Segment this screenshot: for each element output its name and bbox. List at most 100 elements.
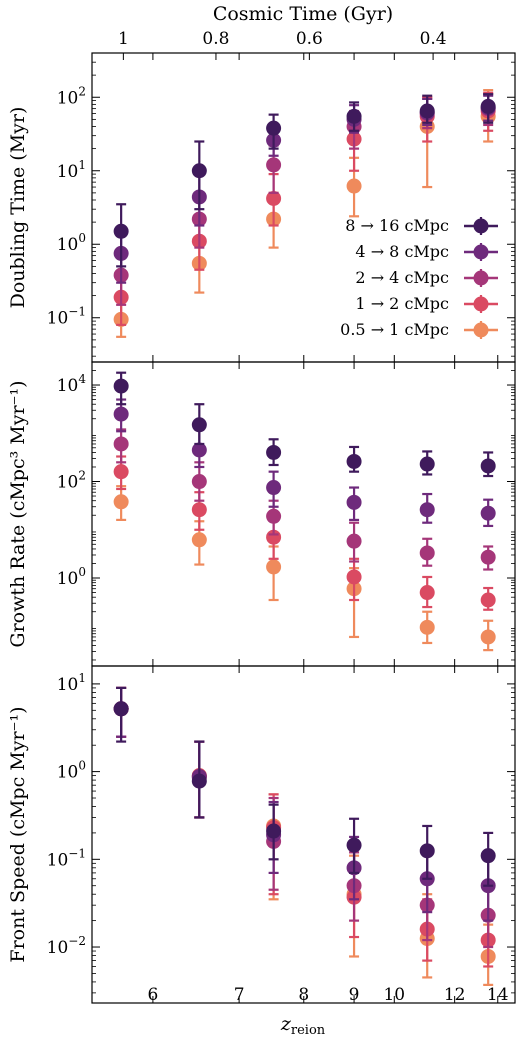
data-point — [480, 592, 496, 608]
data-point — [266, 444, 282, 460]
legend-entry: 2 → 4 cMpc — [355, 268, 498, 287]
data-point — [480, 458, 496, 474]
data-point — [266, 559, 282, 575]
data-point — [191, 442, 207, 458]
y-axis-title: Growth Rate (cMpc³ Myr⁻¹) — [7, 380, 29, 647]
data-point — [419, 545, 435, 561]
data-point — [346, 453, 362, 469]
y-tick-label-base: 10 — [57, 162, 79, 182]
y-tick-label-exponent: 2 — [78, 469, 86, 483]
top-axis-tick-label: 0.6 — [296, 29, 323, 49]
series-4 — [113, 485, 496, 652]
x-tick-label: 10 — [383, 985, 405, 1005]
y-tick-label-exponent: −2 — [68, 934, 86, 948]
y-tick-label-base: 10 — [47, 850, 69, 870]
y-tick-label: 100 — [57, 565, 86, 589]
data-point — [480, 505, 496, 521]
y-tick-label: 10−1 — [47, 305, 86, 329]
x-tick-label: 12 — [444, 985, 466, 1005]
data-point — [419, 103, 435, 119]
x-tick-label: 6 — [147, 985, 158, 1005]
doubling-time-panel-marks — [113, 89, 496, 338]
y-tick-label-base: 10 — [57, 675, 79, 695]
data-point — [266, 480, 282, 496]
series-0 — [113, 371, 496, 478]
x-tick-label: 8 — [298, 985, 309, 1005]
y-tick-label: 101 — [57, 158, 86, 182]
data-point — [419, 456, 435, 472]
x-tick-label: 7 — [234, 985, 245, 1005]
y-tick-label: 10−2 — [47, 934, 86, 958]
legend: 8 → 16 cMpc 4 → 8 cMpc 2 → 4 cMpc 1 → 2 cMp… — [340, 216, 498, 339]
y-tick-label: 101 — [57, 671, 86, 695]
y-tick-label-exponent: −1 — [68, 305, 86, 319]
data-point — [419, 585, 435, 601]
data-point — [191, 773, 207, 789]
y-tick-label-base: 10 — [57, 88, 79, 108]
legend-entry: 1 → 2 cMpc — [355, 294, 498, 313]
data-point — [419, 619, 435, 635]
panel-frame — [91, 52, 516, 363]
legend-marker — [473, 244, 489, 260]
y-tick-label-base: 10 — [57, 569, 79, 589]
y-tick-label: 104 — [57, 372, 87, 396]
y-axis-title: Front Speed (cMpc Myr⁻¹) — [7, 706, 29, 962]
data-point — [191, 474, 207, 490]
series-3 — [113, 455, 496, 611]
series-4 — [113, 686, 496, 986]
data-point — [266, 823, 282, 839]
data-point — [113, 436, 129, 452]
y-tick-label-base: 10 — [57, 763, 79, 783]
y-tick-label: 100 — [57, 231, 86, 255]
data-point — [480, 848, 496, 864]
data-point — [346, 108, 362, 124]
top-axis-tick-label: 0.4 — [420, 29, 447, 49]
data-point — [480, 629, 496, 645]
y-tick-label-exponent: 1 — [78, 158, 86, 172]
x-axis-title: zreion — [280, 1013, 326, 1038]
y-tick-label-base: 10 — [47, 309, 69, 329]
y-tick-label-base: 10 — [57, 473, 79, 493]
series-1 — [113, 398, 496, 528]
legend-label: 4 → 8 cMpc — [355, 242, 449, 261]
legend-label: 2 → 4 cMpc — [355, 268, 449, 287]
series-2 — [113, 428, 496, 571]
data-point — [266, 120, 282, 136]
x-axis-title-subscript: reion — [291, 1023, 326, 1038]
y-tick-label: 102 — [57, 469, 86, 493]
series-1 — [113, 686, 496, 922]
data-point — [346, 837, 362, 853]
data-point — [113, 406, 129, 422]
top-axis-tick-label: 1 — [118, 29, 129, 49]
data-point — [191, 163, 207, 179]
panel-frame — [91, 361, 516, 667]
marks-layer — [113, 89, 496, 986]
data-point — [346, 494, 362, 510]
y-tick-label-exponent: 0 — [78, 231, 86, 245]
data-point — [346, 533, 362, 549]
y-tick-label-exponent: −1 — [68, 846, 86, 860]
data-point — [480, 549, 496, 565]
top-axis-title: Cosmic Time (Gyr) — [213, 3, 393, 25]
series-3 — [113, 686, 496, 968]
y-tick-label: 10−1 — [47, 846, 86, 870]
legend-marker — [473, 322, 489, 338]
data-point — [346, 178, 362, 194]
legend-label: 1 → 2 cMpc — [355, 294, 449, 313]
legend-marker — [473, 218, 489, 234]
data-point — [266, 190, 282, 206]
data-point — [191, 417, 207, 433]
data-point — [346, 569, 362, 585]
y-tick-label-exponent: 2 — [78, 84, 86, 98]
y-tick-label-exponent: 0 — [78, 565, 86, 579]
data-point — [113, 378, 129, 394]
data-point — [266, 157, 282, 173]
y-tick-label-base: 10 — [57, 235, 79, 255]
data-point — [419, 843, 435, 859]
data-point — [113, 701, 129, 717]
legend-entry: 4 → 8 cMpc — [355, 242, 498, 261]
